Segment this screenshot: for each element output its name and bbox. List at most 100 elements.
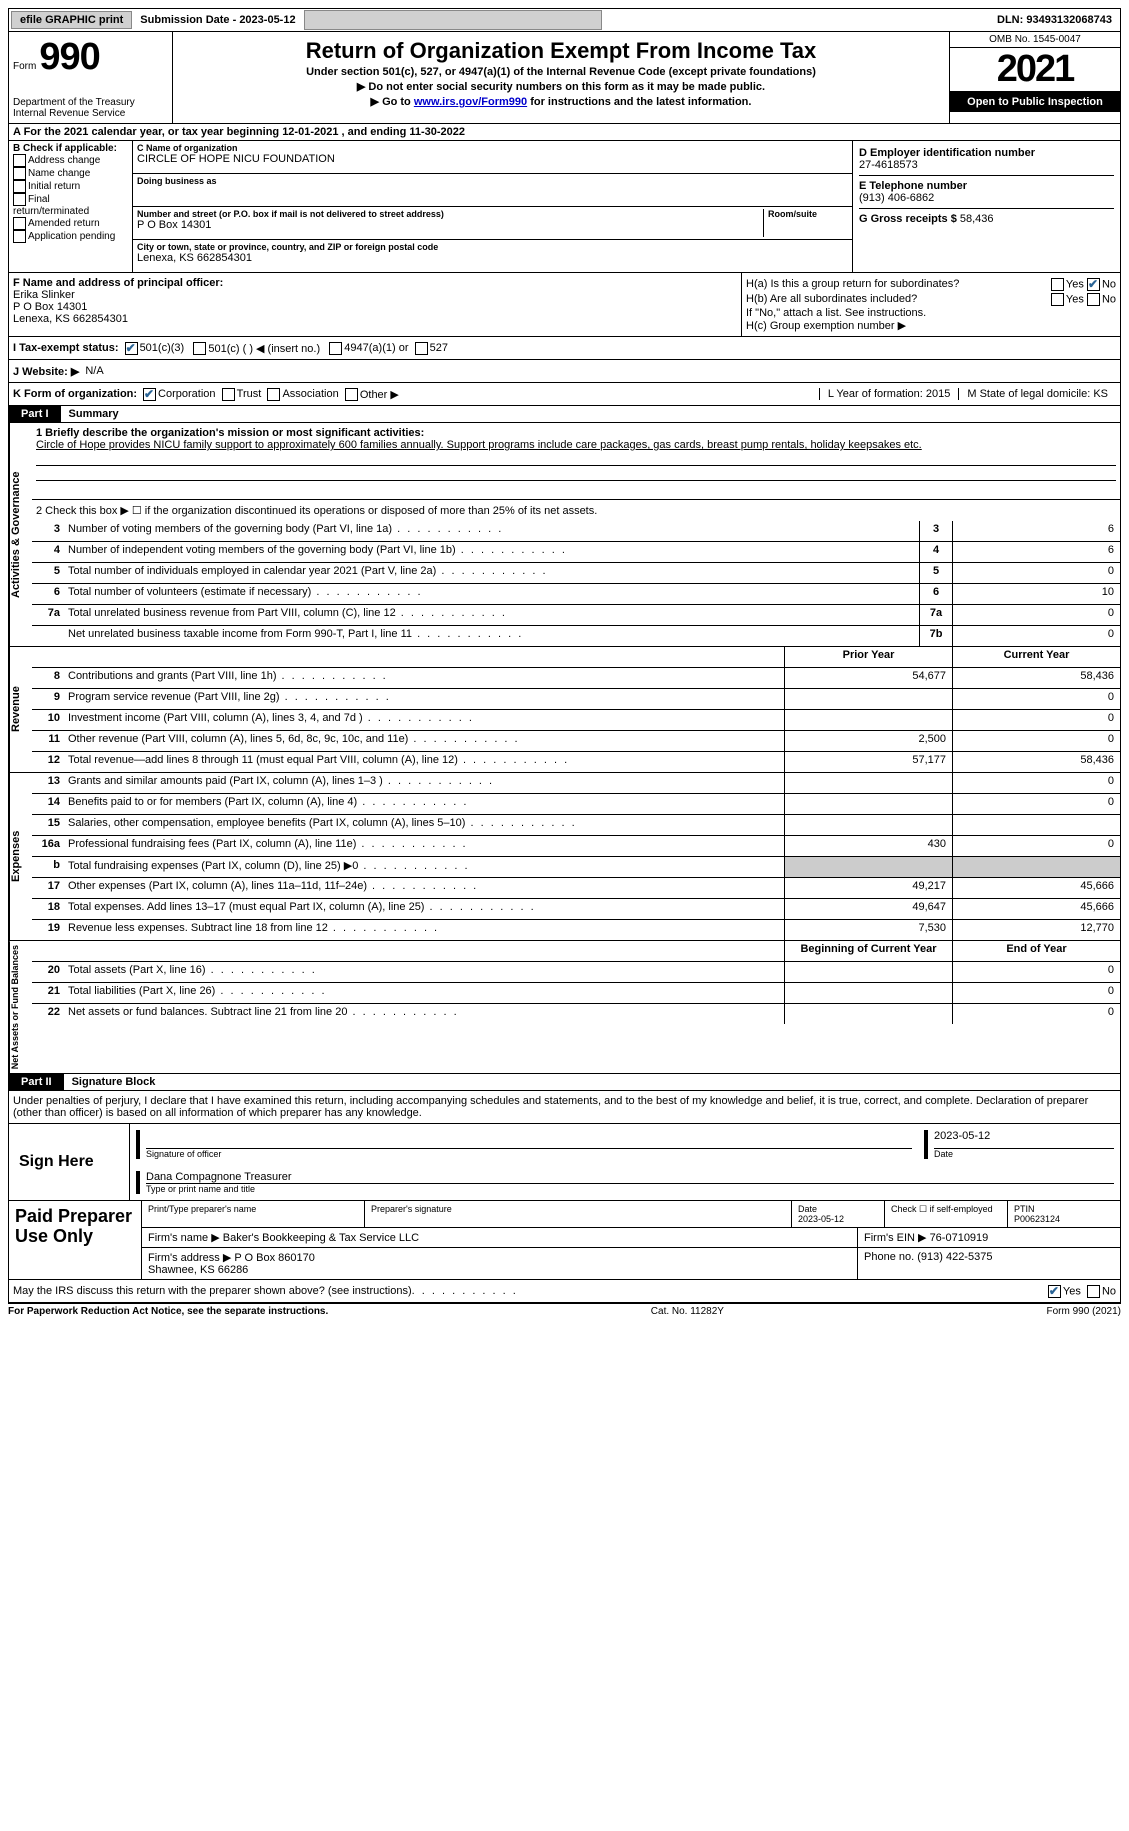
summary-row: 12Total revenue—add lines 8 through 11 (… bbox=[32, 752, 1120, 772]
summary-row: 5Total number of individuals employed in… bbox=[32, 563, 1120, 584]
top-bar: efile GRAPHIC print Submission Date - 20… bbox=[8, 8, 1121, 32]
col-b-checkboxes: B Check if applicable: Address change Na… bbox=[9, 141, 133, 272]
discuss-yes[interactable] bbox=[1048, 1285, 1061, 1298]
chk-initial-return[interactable]: Initial return bbox=[13, 180, 128, 193]
section-bcd: B Check if applicable: Address change Na… bbox=[8, 141, 1121, 273]
chk-name-change[interactable]: Name change bbox=[13, 167, 128, 180]
name-title-label: Type or print name and title bbox=[146, 1184, 1114, 1194]
firm-phone: (913) 422-5375 bbox=[917, 1251, 992, 1263]
summary-row: 22Net assets or fund balances. Subtract … bbox=[32, 1004, 1120, 1024]
subtitle-3: ▶ Go to www.irs.gov/Form990 for instruct… bbox=[177, 95, 945, 108]
h-note: If "No," attach a list. See instructions… bbox=[746, 307, 1116, 319]
efile-print-button[interactable]: efile GRAPHIC print bbox=[11, 11, 132, 29]
chk-trust[interactable] bbox=[222, 388, 235, 401]
col-f: F Name and address of principal officer:… bbox=[9, 273, 742, 336]
may-discuss-line: May the IRS discuss this return with the… bbox=[8, 1280, 1121, 1303]
chk-527[interactable] bbox=[415, 342, 428, 355]
vtab-netassets: Net Assets or Fund Balances bbox=[9, 941, 32, 1073]
website-value: N/A bbox=[85, 365, 103, 377]
summary-row: 7aTotal unrelated business revenue from … bbox=[32, 605, 1120, 626]
header-right: OMB No. 1545-0047 2021 Open to Public In… bbox=[949, 32, 1120, 123]
summary-governance: Activities & Governance 1 Briefly descri… bbox=[8, 423, 1121, 647]
vtab-expenses: Expenses bbox=[9, 773, 32, 940]
ein-block: D Employer identification number 27-4618… bbox=[859, 143, 1114, 176]
subtitle-1: Under section 501(c), 527, or 4947(a)(1)… bbox=[177, 66, 945, 78]
summary-row: 20Total assets (Part X, line 16)0 bbox=[32, 962, 1120, 983]
summary-row: 9Program service revenue (Part VIII, lin… bbox=[32, 689, 1120, 710]
col-headers-2: Beginning of Current Year End of Year bbox=[32, 941, 1120, 962]
summary-row: 16aProfessional fundraising fees (Part I… bbox=[32, 836, 1120, 857]
omb-number: OMB No. 1545-0047 bbox=[950, 32, 1120, 48]
chk-address-change[interactable]: Address change bbox=[13, 154, 128, 167]
gross-block: G Gross receipts $ 58,436 bbox=[859, 209, 1114, 229]
form-ref: Form 990 (2021) bbox=[1047, 1306, 1121, 1317]
part-2-header: Part II Signature Block bbox=[8, 1074, 1121, 1091]
summary-row: 18Total expenses. Add lines 13–17 (must … bbox=[32, 899, 1120, 920]
chk-final-return[interactable]: Final return/terminated bbox=[13, 193, 128, 217]
line-j-website: J Website: ▶ N/A bbox=[8, 360, 1121, 383]
sig-officer-label: Signature of officer bbox=[146, 1149, 912, 1159]
firm-name-row: Firm's name ▶ Baker's Bookkeeping & Tax … bbox=[142, 1228, 1120, 1248]
form-number: 990 bbox=[39, 36, 99, 78]
sig-date: 2023-05-12 bbox=[934, 1130, 1114, 1149]
m-state: M State of legal domicile: KS bbox=[958, 388, 1116, 400]
b-title: B Check if applicable: bbox=[13, 143, 128, 154]
subtitle-2: ▶ Do not enter social security numbers o… bbox=[177, 80, 945, 93]
dba-cell: Doing business as bbox=[133, 174, 852, 207]
summary-row: 13Grants and similar amounts paid (Part … bbox=[32, 773, 1120, 794]
chk-amended[interactable]: Amended return bbox=[13, 217, 128, 230]
chk-501c[interactable] bbox=[193, 342, 206, 355]
form-label: Form bbox=[13, 61, 36, 72]
date-label: Date bbox=[934, 1149, 1114, 1159]
submission-date: Submission Date - 2023-05-12 bbox=[134, 14, 301, 26]
officer-name: Erika Slinker bbox=[13, 289, 75, 301]
summary-row: 14Benefits paid to or for members (Part … bbox=[32, 794, 1120, 815]
prep-header-row: Print/Type preparer's name Preparer's si… bbox=[142, 1201, 1120, 1228]
vtab-governance: Activities & Governance bbox=[9, 423, 32, 646]
officer-printed-name: Dana Compagnone Treasurer bbox=[146, 1171, 1114, 1184]
summary-row: bTotal fundraising expenses (Part IX, co… bbox=[32, 857, 1120, 878]
firm-name: Baker's Bookkeeping & Tax Service LLC bbox=[223, 1232, 419, 1244]
perjury-declaration: Under penalties of perjury, I declare th… bbox=[8, 1091, 1121, 1124]
h-c: H(c) Group exemption number ▶ bbox=[746, 319, 1116, 332]
paid-preparer-label: Paid Preparer Use Only bbox=[9, 1201, 142, 1279]
section-fh: F Name and address of principal officer:… bbox=[8, 273, 1121, 337]
chk-app-pending[interactable]: Application pending bbox=[13, 230, 128, 243]
tax-year: 2021 bbox=[950, 48, 1120, 92]
org-name-cell: C Name of organization CIRCLE OF HOPE NI… bbox=[133, 141, 852, 174]
dept-treasury: Department of the Treasury Internal Reve… bbox=[13, 97, 168, 119]
blank-button[interactable] bbox=[304, 10, 602, 30]
summary-row: 17Other expenses (Part IX, column (A), l… bbox=[32, 878, 1120, 899]
sign-here-block: Sign Here Signature of officer 2023-05-1… bbox=[8, 1124, 1121, 1201]
paid-preparer-block: Paid Preparer Use Only Print/Type prepar… bbox=[8, 1201, 1121, 1280]
summary-row: 8Contributions and grants (Part VIII, li… bbox=[32, 668, 1120, 689]
cat-no: Cat. No. 11282Y bbox=[651, 1306, 724, 1317]
summary-row: Net unrelated business taxable income fr… bbox=[32, 626, 1120, 646]
chk-corp[interactable] bbox=[143, 388, 156, 401]
col-h: H(a) Is this a group return for subordin… bbox=[742, 273, 1120, 336]
col-d-ein: D Employer identification number 27-4618… bbox=[853, 141, 1120, 272]
form-title: Return of Organization Exempt From Incom… bbox=[177, 38, 945, 64]
summary-row: 6Total number of volunteers (estimate if… bbox=[32, 584, 1120, 605]
firm-addr-row: Firm's address ▶ P O Box 860170 Shawnee,… bbox=[142, 1248, 1120, 1279]
chk-assoc[interactable] bbox=[267, 388, 280, 401]
city-cell: City or town, state or province, country… bbox=[133, 240, 852, 272]
summary-row: 11Other revenue (Part VIII, column (A), … bbox=[32, 731, 1120, 752]
chk-4947[interactable] bbox=[329, 342, 342, 355]
sign-here-label: Sign Here bbox=[9, 1124, 130, 1200]
discuss-no[interactable] bbox=[1087, 1285, 1100, 1298]
summary-expenses: Expenses 13Grants and similar amounts pa… bbox=[8, 773, 1121, 941]
irs-link[interactable]: www.irs.gov/Form990 bbox=[414, 96, 527, 108]
summary-row: 10Investment income (Part VIII, column (… bbox=[32, 710, 1120, 731]
summary-row: 21Total liabilities (Part X, line 26)0 bbox=[32, 983, 1120, 1004]
chk-501c3[interactable] bbox=[125, 342, 138, 355]
chk-other[interactable] bbox=[345, 388, 358, 401]
tel-block: E Telephone number (913) 406-6862 bbox=[859, 176, 1114, 209]
col-c-org-info: C Name of organization CIRCLE OF HOPE NI… bbox=[133, 141, 853, 272]
tel-value: (913) 406-6862 bbox=[859, 192, 1114, 204]
summary-row: 4Number of independent voting members of… bbox=[32, 542, 1120, 563]
dln: DLN: 93493132068743 bbox=[997, 14, 1120, 26]
street-address: P O Box 14301 bbox=[137, 219, 759, 231]
summary-revenue: Revenue b Prior Year Current Year 8Contr… bbox=[8, 647, 1121, 773]
h-b: H(b) Are all subordinates included? bbox=[746, 293, 917, 306]
